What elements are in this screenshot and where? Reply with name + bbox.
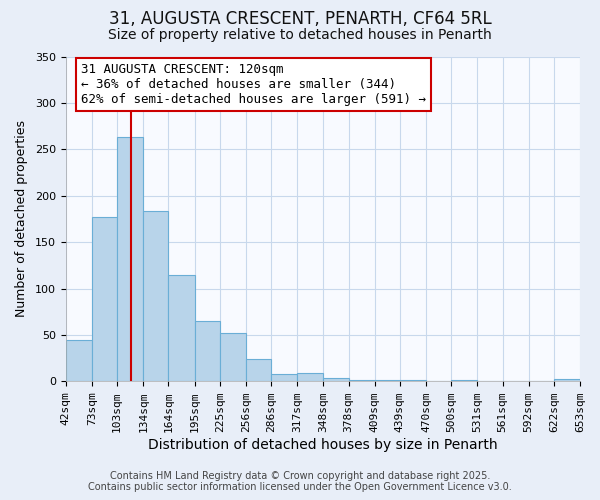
Bar (271, 374, 297, 382)
Bar (143, 210, 169, 382)
Text: 31 AUGUSTA CRESCENT: 120sqm
← 36% of detached houses are smaller (344)
62% of se: 31 AUGUSTA CRESCENT: 120sqm ← 36% of det… (81, 63, 426, 106)
Bar (117, 137, 143, 382)
Bar (220, 333, 246, 382)
Bar (349, 380, 374, 382)
Bar (374, 380, 400, 382)
Y-axis label: Number of detached properties: Number of detached properties (15, 120, 28, 318)
Bar (451, 380, 478, 382)
Bar (169, 274, 194, 382)
Bar (323, 378, 349, 382)
Bar (554, 380, 580, 382)
X-axis label: Distribution of detached houses by size in Penarth: Distribution of detached houses by size … (148, 438, 498, 452)
Bar (66, 340, 92, 382)
Bar (194, 321, 220, 382)
Text: Size of property relative to detached houses in Penarth: Size of property relative to detached ho… (108, 28, 492, 42)
Bar (92, 217, 117, 382)
Text: 31, AUGUSTA CRESCENT, PENARTH, CF64 5RL: 31, AUGUSTA CRESCENT, PENARTH, CF64 5RL (109, 10, 491, 28)
Bar (400, 380, 426, 382)
Bar (297, 373, 323, 382)
Text: Contains HM Land Registry data © Crown copyright and database right 2025.
Contai: Contains HM Land Registry data © Crown c… (88, 471, 512, 492)
Bar (246, 359, 271, 382)
